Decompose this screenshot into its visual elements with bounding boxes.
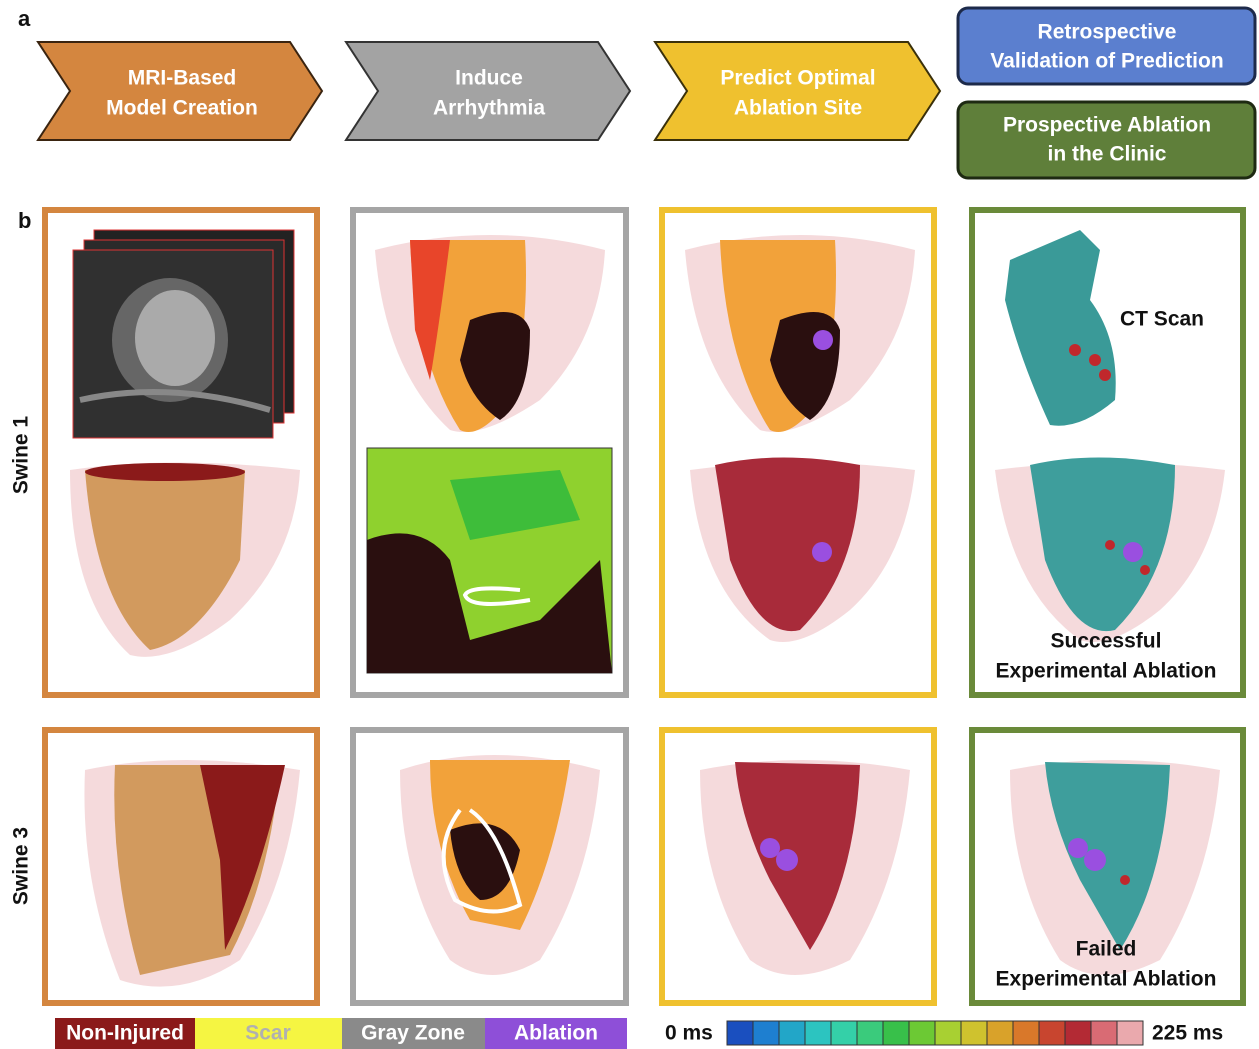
step-text: Ablation Site: [734, 97, 862, 120]
panel-label: b: [18, 208, 31, 233]
panel-label: a: [18, 6, 31, 31]
step-text: MRI-Based: [128, 67, 237, 90]
lesion: [1089, 354, 1101, 366]
step-text: Retrospective: [1038, 21, 1177, 44]
ablation-site: [1123, 542, 1143, 562]
heart-rim: [85, 463, 245, 481]
colorbar-swatch: [857, 1021, 883, 1045]
chevron: [346, 42, 630, 140]
step-text: Predict Optimal: [720, 67, 875, 90]
colorbar-label: 225 ms: [1152, 1022, 1223, 1045]
step-text: Validation of Prediction: [990, 50, 1223, 73]
ablation-site: [1068, 838, 1088, 858]
colorbar-swatch: [805, 1021, 831, 1045]
lesion: [1105, 540, 1115, 550]
colorbar-swatch: [1013, 1021, 1039, 1045]
ct-model: [1005, 230, 1116, 426]
step-text: Induce: [455, 67, 523, 90]
colorbar: 0 ms 225 ms: [665, 1021, 1223, 1045]
lesion: [1120, 875, 1130, 885]
mri-heart: [135, 290, 215, 386]
ablation-site: [1084, 849, 1106, 871]
colorbar-swatch: [1091, 1021, 1117, 1045]
heart-models: [84, 755, 1220, 987]
figure: a b MRI-Based Model Creation Induce Arrh…: [0, 0, 1259, 1049]
lesion: [1140, 565, 1150, 575]
step-box: [958, 8, 1255, 84]
annotation: Experimental Ablation: [996, 968, 1217, 991]
annotation: Successful: [1051, 630, 1162, 653]
colorbar-swatch: [727, 1021, 753, 1045]
annotation: CT Scan: [1120, 308, 1204, 331]
colorbar-label: 0 ms: [665, 1022, 713, 1045]
colorbar-swatch: [1039, 1021, 1065, 1045]
legend-label: Gray Zone: [361, 1022, 465, 1045]
step-text: Arrhythmia: [433, 97, 545, 120]
colorbar-swatch: [987, 1021, 1013, 1045]
step-text: Prospective Ablation: [1003, 114, 1211, 137]
colorbar-swatch: [779, 1021, 805, 1045]
annotation: Failed: [1076, 938, 1137, 961]
ablation-site: [776, 849, 798, 871]
colorbar-swatch: [935, 1021, 961, 1045]
colorbar-swatch: [961, 1021, 987, 1045]
step-text: Model Creation: [106, 97, 258, 120]
mri-stack: [73, 230, 294, 438]
legend: Non-Injured Scar Gray Zone Ablation: [55, 1018, 627, 1049]
colorbar-swatch: [883, 1021, 909, 1045]
legend-label: Non-Injured: [66, 1022, 184, 1045]
colorbar-swatch: [1117, 1021, 1143, 1045]
chevron: [38, 42, 322, 140]
legend-label: Ablation: [514, 1022, 598, 1045]
row-label: Swine 3: [10, 827, 33, 905]
step-text: in the Clinic: [1047, 143, 1166, 166]
chevron: [655, 42, 940, 140]
ablation-site: [812, 542, 832, 562]
lesion: [1069, 344, 1081, 356]
colorbar-swatch: [909, 1021, 935, 1045]
ablation-site: [813, 330, 833, 350]
colorbar-swatch: [831, 1021, 857, 1045]
annotation: Experimental Ablation: [996, 660, 1217, 683]
legend-label: Scar: [245, 1022, 291, 1045]
colorbar-swatch: [753, 1021, 779, 1045]
ablation-site: [760, 838, 780, 858]
row-label: Swine 1: [10, 416, 33, 495]
colorbar-swatch: [1065, 1021, 1091, 1045]
lesion: [1099, 369, 1111, 381]
